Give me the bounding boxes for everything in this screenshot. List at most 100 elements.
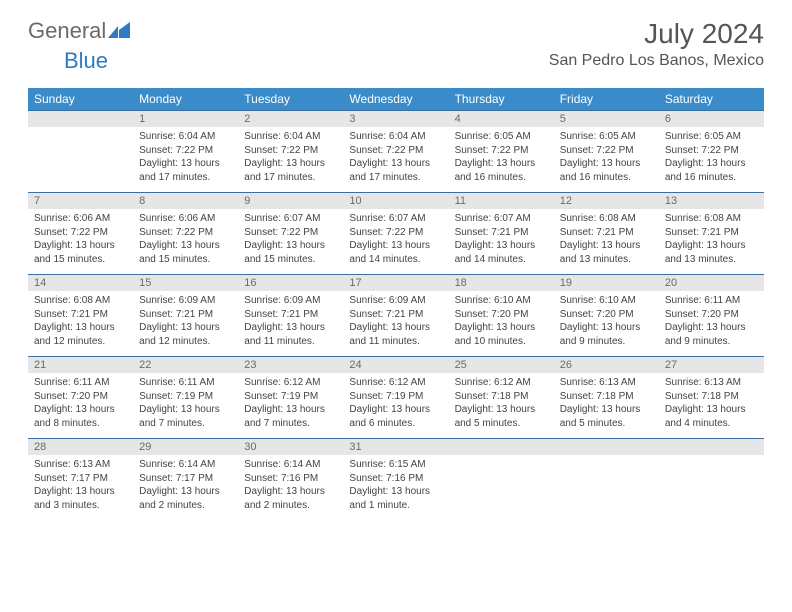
sunset-text: Sunset: 7:19 PM xyxy=(244,390,337,404)
daylight-text: Daylight: 13 hours and 13 minutes. xyxy=(560,239,653,266)
sunset-text: Sunset: 7:22 PM xyxy=(139,144,232,158)
day-detail-cell: Sunrise: 6:10 AMSunset: 7:20 PMDaylight:… xyxy=(449,291,554,357)
dow-header: Friday xyxy=(554,88,659,110)
daylight-text: Daylight: 13 hours and 5 minutes. xyxy=(455,403,548,430)
sunset-text: Sunset: 7:18 PM xyxy=(560,390,653,404)
sunrise-text: Sunrise: 6:07 AM xyxy=(244,212,337,226)
daylight-text: Daylight: 13 hours and 16 minutes. xyxy=(455,157,548,184)
day-number-row: 28293031 xyxy=(28,439,764,456)
daylight-text: Daylight: 13 hours and 7 minutes. xyxy=(244,403,337,430)
day-number-cell: 20 xyxy=(659,275,764,292)
day-number-cell: 4 xyxy=(449,111,554,128)
day-number-cell xyxy=(449,439,554,456)
day-number-cell: 23 xyxy=(238,357,343,374)
sunrise-text: Sunrise: 6:15 AM xyxy=(349,458,442,472)
day-detail-cell: Sunrise: 6:07 AMSunset: 7:22 PMDaylight:… xyxy=(343,209,448,275)
sunrise-text: Sunrise: 6:11 AM xyxy=(139,376,232,390)
day-number-cell xyxy=(28,111,133,128)
day-number-cell: 21 xyxy=(28,357,133,374)
day-detail-cell: Sunrise: 6:04 AMSunset: 7:22 PMDaylight:… xyxy=(343,127,448,193)
sunrise-text: Sunrise: 6:12 AM xyxy=(455,376,548,390)
sunrise-text: Sunrise: 6:05 AM xyxy=(455,130,548,144)
daylight-text: Daylight: 13 hours and 17 minutes. xyxy=(139,157,232,184)
logo: General xyxy=(28,18,132,44)
day-detail-cell: Sunrise: 6:04 AMSunset: 7:22 PMDaylight:… xyxy=(133,127,238,193)
dow-header: Monday xyxy=(133,88,238,110)
daylight-text: Daylight: 13 hours and 9 minutes. xyxy=(560,321,653,348)
sunset-text: Sunset: 7:16 PM xyxy=(244,472,337,486)
day-detail-cell: Sunrise: 6:05 AMSunset: 7:22 PMDaylight:… xyxy=(659,127,764,193)
day-number-cell: 28 xyxy=(28,439,133,456)
daylight-text: Daylight: 13 hours and 1 minute. xyxy=(349,485,442,512)
day-detail-row: Sunrise: 6:04 AMSunset: 7:22 PMDaylight:… xyxy=(28,127,764,193)
day-number-cell: 10 xyxy=(343,193,448,210)
sunset-text: Sunset: 7:21 PM xyxy=(34,308,127,322)
daylight-text: Daylight: 13 hours and 16 minutes. xyxy=(560,157,653,184)
day-detail-cell xyxy=(449,455,554,520)
day-number-cell: 19 xyxy=(554,275,659,292)
sunset-text: Sunset: 7:21 PM xyxy=(455,226,548,240)
day-number-cell: 18 xyxy=(449,275,554,292)
sunset-text: Sunset: 7:19 PM xyxy=(139,390,232,404)
daylight-text: Daylight: 13 hours and 5 minutes. xyxy=(560,403,653,430)
daylight-text: Daylight: 13 hours and 17 minutes. xyxy=(244,157,337,184)
sunset-text: Sunset: 7:21 PM xyxy=(665,226,758,240)
sunrise-text: Sunrise: 6:04 AM xyxy=(244,130,337,144)
day-number-cell: 13 xyxy=(659,193,764,210)
day-number-cell: 1 xyxy=(133,111,238,128)
day-detail-row: Sunrise: 6:08 AMSunset: 7:21 PMDaylight:… xyxy=(28,291,764,357)
sunset-text: Sunset: 7:18 PM xyxy=(665,390,758,404)
day-number-row: 21222324252627 xyxy=(28,357,764,374)
day-number-cell xyxy=(554,439,659,456)
day-detail-cell: Sunrise: 6:14 AMSunset: 7:17 PMDaylight:… xyxy=(133,455,238,520)
day-detail-cell: Sunrise: 6:05 AMSunset: 7:22 PMDaylight:… xyxy=(449,127,554,193)
sunrise-text: Sunrise: 6:11 AM xyxy=(665,294,758,308)
sunrise-text: Sunrise: 6:13 AM xyxy=(34,458,127,472)
title-block: July 2024 San Pedro Los Banos, Mexico xyxy=(549,18,764,70)
daylight-text: Daylight: 13 hours and 6 minutes. xyxy=(349,403,442,430)
day-number-cell: 16 xyxy=(238,275,343,292)
day-detail-cell: Sunrise: 6:13 AMSunset: 7:17 PMDaylight:… xyxy=(28,455,133,520)
day-number-cell: 27 xyxy=(659,357,764,374)
month-title: July 2024 xyxy=(549,18,764,50)
sunrise-text: Sunrise: 6:05 AM xyxy=(665,130,758,144)
day-number-cell: 7 xyxy=(28,193,133,210)
sunset-text: Sunset: 7:22 PM xyxy=(244,144,337,158)
sunrise-text: Sunrise: 6:06 AM xyxy=(139,212,232,226)
sunrise-text: Sunrise: 6:08 AM xyxy=(34,294,127,308)
day-number-cell: 9 xyxy=(238,193,343,210)
sunset-text: Sunset: 7:20 PM xyxy=(560,308,653,322)
logo-mark-icon xyxy=(108,18,130,44)
dow-header: Sunday xyxy=(28,88,133,110)
daylight-text: Daylight: 13 hours and 15 minutes. xyxy=(139,239,232,266)
sunrise-text: Sunrise: 6:09 AM xyxy=(244,294,337,308)
sunset-text: Sunset: 7:19 PM xyxy=(349,390,442,404)
sunrise-text: Sunrise: 6:14 AM xyxy=(139,458,232,472)
daylight-text: Daylight: 13 hours and 8 minutes. xyxy=(34,403,127,430)
day-number-cell: 22 xyxy=(133,357,238,374)
sunrise-text: Sunrise: 6:13 AM xyxy=(560,376,653,390)
daylight-text: Daylight: 13 hours and 14 minutes. xyxy=(349,239,442,266)
sunrise-text: Sunrise: 6:04 AM xyxy=(139,130,232,144)
sunrise-text: Sunrise: 6:12 AM xyxy=(244,376,337,390)
day-number-cell: 6 xyxy=(659,111,764,128)
sunset-text: Sunset: 7:22 PM xyxy=(455,144,548,158)
dow-header: Wednesday xyxy=(343,88,448,110)
daylight-text: Daylight: 13 hours and 14 minutes. xyxy=(455,239,548,266)
daylight-text: Daylight: 13 hours and 3 minutes. xyxy=(34,485,127,512)
sunrise-text: Sunrise: 6:08 AM xyxy=(560,212,653,226)
day-detail-cell: Sunrise: 6:06 AMSunset: 7:22 PMDaylight:… xyxy=(28,209,133,275)
day-detail-cell xyxy=(659,455,764,520)
daylight-text: Daylight: 13 hours and 11 minutes. xyxy=(244,321,337,348)
sunset-text: Sunset: 7:20 PM xyxy=(455,308,548,322)
dow-header: Thursday xyxy=(449,88,554,110)
daylight-text: Daylight: 13 hours and 2 minutes. xyxy=(139,485,232,512)
day-of-week-row: Sunday Monday Tuesday Wednesday Thursday… xyxy=(28,88,764,110)
sunset-text: Sunset: 7:21 PM xyxy=(244,308,337,322)
daylight-text: Daylight: 13 hours and 12 minutes. xyxy=(139,321,232,348)
daylight-text: Daylight: 13 hours and 17 minutes. xyxy=(349,157,442,184)
logo-text-blue: Blue xyxy=(64,48,108,73)
day-detail-cell: Sunrise: 6:10 AMSunset: 7:20 PMDaylight:… xyxy=(554,291,659,357)
daylight-text: Daylight: 13 hours and 15 minutes. xyxy=(244,239,337,266)
sunrise-text: Sunrise: 6:06 AM xyxy=(34,212,127,226)
